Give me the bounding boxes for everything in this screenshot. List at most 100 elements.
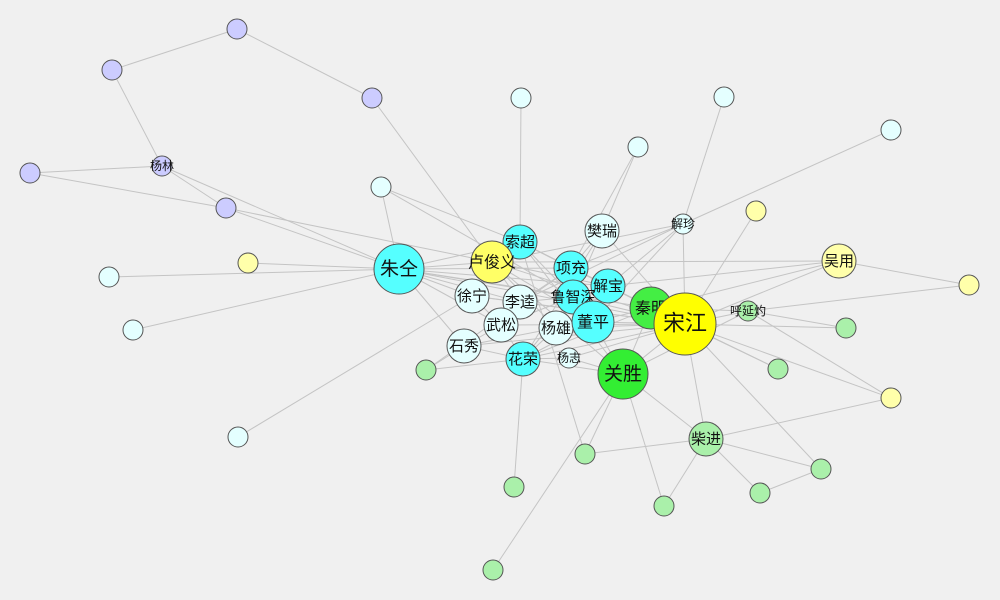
node-xiezhen[interactable]: 解珍	[671, 213, 695, 235]
edge-p3-lujunyi	[371, 97, 493, 263]
node-p2[interactable]	[101, 59, 123, 81]
node-circle[interactable]	[672, 213, 694, 235]
node-xiebao[interactable]: 解宝	[590, 268, 626, 304]
node-circle[interactable]	[122, 319, 144, 341]
node-p3[interactable]	[361, 87, 383, 109]
node-c2[interactable]	[510, 87, 532, 109]
node-y4[interactable]	[880, 387, 902, 409]
node-circle[interactable]	[574, 443, 596, 465]
node-g9[interactable]	[482, 559, 504, 581]
edge-p4-p5	[29, 172, 227, 209]
node-circle[interactable]	[713, 86, 735, 108]
node-circle[interactable]	[737, 300, 759, 322]
node-g6[interactable]	[653, 495, 675, 517]
node-circle[interactable]	[446, 328, 482, 364]
node-circle[interactable]	[745, 200, 767, 222]
node-circle[interactable]	[821, 243, 857, 279]
node-songjiang[interactable]: 宋江	[653, 292, 717, 356]
node-circle[interactable]	[505, 341, 541, 377]
node-y2[interactable]	[745, 200, 767, 222]
node-fanrui[interactable]: 樊瑞	[584, 213, 620, 249]
node-p5[interactable]	[215, 197, 237, 219]
node-huarong[interactable]: 花荣	[505, 341, 541, 377]
edges-layer	[29, 28, 970, 571]
node-circle[interactable]	[688, 421, 724, 457]
node-c6[interactable]	[98, 266, 120, 288]
node-circle[interactable]	[880, 387, 902, 409]
node-huyanzhuo[interactable]: 呼延灼	[730, 300, 766, 322]
node-c1[interactable]	[370, 176, 392, 198]
node-dongping[interactable]: 董平	[571, 300, 615, 344]
node-circle[interactable]	[373, 243, 425, 295]
node-g7[interactable]	[810, 458, 832, 480]
node-wusong[interactable]: 武松	[483, 307, 519, 343]
node-circle[interactable]	[101, 59, 123, 81]
node-lujunyi[interactable]: 卢俊义	[468, 240, 516, 284]
node-circle[interactable]	[597, 348, 649, 400]
node-circle[interactable]	[653, 292, 717, 356]
node-circle[interactable]	[502, 284, 538, 320]
node-circle[interactable]	[227, 426, 249, 448]
node-circle[interactable]	[749, 482, 771, 504]
node-circle[interactable]	[98, 266, 120, 288]
node-circle[interactable]	[19, 162, 41, 184]
node-c4[interactable]	[713, 86, 735, 108]
node-g4[interactable]	[574, 443, 596, 465]
node-circle[interactable]	[653, 495, 675, 517]
node-circle[interactable]	[215, 197, 237, 219]
node-circle[interactable]	[470, 240, 514, 284]
node-y1[interactable]	[237, 252, 259, 274]
edge-c4-xiezhen	[682, 96, 725, 225]
node-xiangchong[interactable]: 项充	[553, 250, 589, 286]
node-circle[interactable]	[880, 119, 902, 141]
node-circle[interactable]	[558, 347, 580, 369]
node-circle[interactable]	[482, 559, 504, 581]
node-circle[interactable]	[627, 136, 649, 158]
node-circle[interactable]	[571, 300, 615, 344]
node-luzhishen[interactable]: 鲁智深	[550, 279, 596, 315]
node-label: 索超	[505, 233, 535, 251]
node-g5[interactable]	[503, 476, 525, 498]
node-zhuquan[interactable]: 朱仝	[373, 243, 425, 295]
node-label: 武松	[486, 316, 516, 334]
node-wuyong[interactable]: 吴用	[821, 243, 857, 279]
node-likui[interactable]: 李逵	[502, 284, 538, 320]
node-c5[interactable]	[880, 119, 902, 141]
node-circle[interactable]	[361, 87, 383, 109]
node-circle[interactable]	[958, 274, 980, 296]
node-circle[interactable]	[483, 307, 519, 343]
node-circle[interactable]	[151, 155, 173, 177]
node-circle[interactable]	[226, 18, 248, 40]
node-circle[interactable]	[415, 359, 437, 381]
node-g3[interactable]	[767, 358, 789, 380]
node-circle[interactable]	[810, 458, 832, 480]
node-g1[interactable]	[415, 359, 437, 381]
node-g8[interactable]	[749, 482, 771, 504]
node-c7[interactable]	[122, 319, 144, 341]
node-yangzhi[interactable]: 杨志	[557, 347, 581, 369]
node-circle[interactable]	[584, 213, 620, 249]
node-y3[interactable]	[958, 274, 980, 296]
node-circle[interactable]	[370, 176, 392, 198]
node-g2[interactable]	[835, 317, 857, 339]
node-p1[interactable]	[226, 18, 248, 40]
node-c8[interactable]	[227, 426, 249, 448]
node-circle[interactable]	[503, 476, 525, 498]
node-shixiu[interactable]: 石秀	[446, 328, 482, 364]
node-circle[interactable]	[502, 224, 538, 260]
node-circle[interactable]	[510, 87, 532, 109]
node-guansheng[interactable]: 关胜	[597, 348, 649, 400]
node-chaijin[interactable]: 柴进	[688, 421, 724, 457]
node-yanglin[interactable]: 杨林	[150, 155, 174, 177]
node-yangxiong[interactable]: 杨雄	[538, 310, 574, 346]
node-circle[interactable]	[454, 278, 490, 314]
node-circle[interactable]	[237, 252, 259, 274]
node-c3[interactable]	[627, 136, 649, 158]
node-circle[interactable]	[767, 358, 789, 380]
node-xuning[interactable]: 徐宁	[454, 278, 490, 314]
node-circle[interactable]	[835, 317, 857, 339]
node-circle[interactable]	[590, 268, 626, 304]
node-suochao[interactable]: 索超	[502, 224, 538, 260]
node-p4[interactable]	[19, 162, 41, 184]
edge-p5-lujunyi	[225, 207, 493, 263]
